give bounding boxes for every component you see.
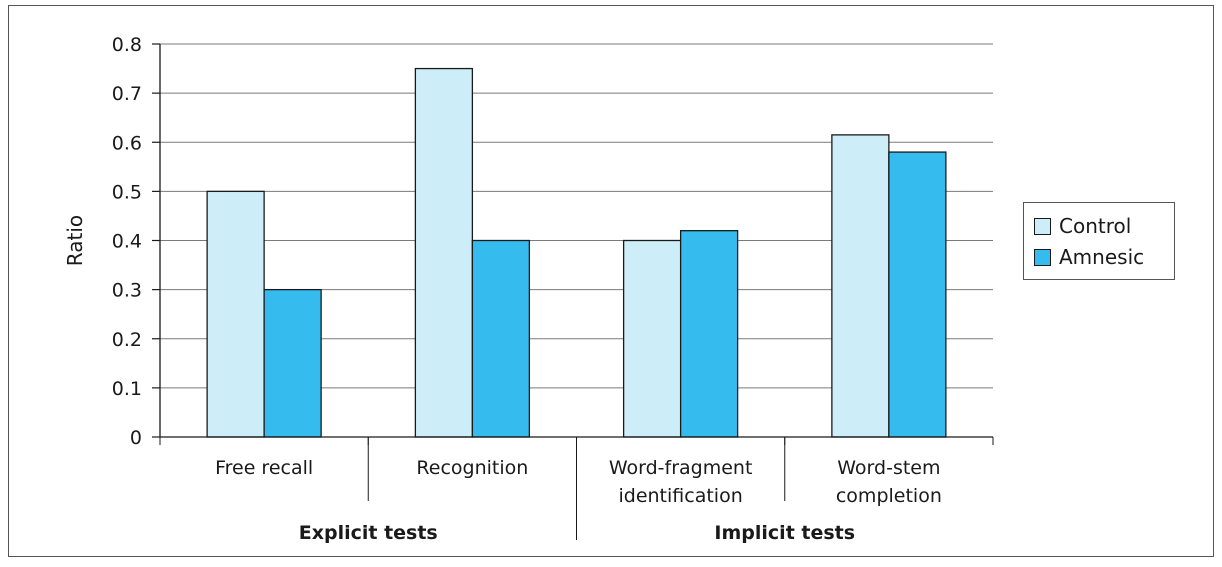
bar-control (831, 134, 890, 438)
y-axis-label: Ratio (63, 215, 87, 266)
y-tick-label: 0.4 (112, 231, 142, 253)
x-tick-label: Word-stem (837, 457, 940, 479)
bars (206, 67, 947, 438)
group-label: Implicit tests (714, 522, 855, 544)
y-tick-label: 0.3 (112, 280, 142, 302)
bar-amnesic (263, 288, 322, 438)
legend-item-control: Control (1034, 214, 1131, 238)
bar-control (622, 239, 682, 438)
labels: 0 0.1 0.2 0.3 0.4 0.5 0.6 0.7 0.8 Ratio Free recal… (63, 34, 942, 544)
chart-frame (8, 5, 1214, 557)
y-tick-label: 0 (130, 427, 142, 449)
x-tick-label: identification (618, 485, 742, 507)
bar-amnesic (888, 151, 947, 438)
y-tick-label: 0.2 (112, 329, 142, 351)
y-tick-label: 0.7 (112, 83, 142, 105)
y-tick-label: 0.6 (112, 132, 142, 154)
y-tick-label: 0.5 (112, 181, 142, 203)
bar-amnesic (679, 230, 739, 438)
legend: Control Amnesic (1023, 202, 1175, 280)
y-tick-label: 0.1 (112, 378, 142, 400)
legend-swatch-control (1034, 217, 1051, 235)
x-tick-label: completion (836, 485, 942, 507)
legend-label-control: Control (1059, 214, 1132, 238)
group-label: Explicit tests (299, 522, 438, 544)
bar-amnesic (471, 239, 531, 438)
bar-control (414, 67, 474, 438)
x-tick-label: Word-fragment (609, 457, 753, 479)
legend-swatch-amnesic (1034, 248, 1051, 266)
x-tick-label: Free recall (215, 457, 313, 479)
y-tick-label: 0.8 (112, 34, 142, 56)
bar-control (206, 190, 265, 438)
legend-label-amnesic: Amnesic (1059, 245, 1145, 269)
legend-item-amnesic: Amnesic (1034, 245, 1144, 269)
axes (152, 43, 994, 540)
x-tick-label: Recognition (416, 457, 528, 479)
